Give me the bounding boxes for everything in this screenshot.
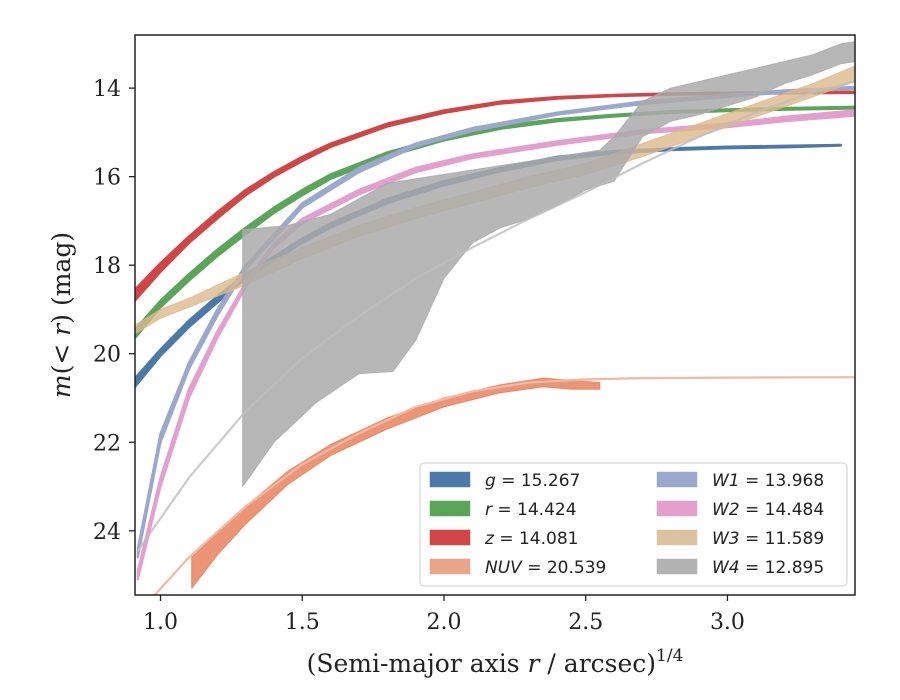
legend-label-nuv: NUV = 20.539: [485, 558, 606, 578]
y-tick-label: 16: [93, 166, 121, 191]
y-axis-label-mid: (<: [47, 336, 76, 375]
legend-swatch-z: [429, 529, 471, 546]
x-tick-label: 1.0: [143, 610, 178, 635]
legend-label-r: r = 14.424: [485, 500, 577, 520]
legend-swatch-w1: [656, 471, 698, 488]
legend-swatch-nuv: [429, 558, 471, 575]
legend-swatch-w4: [656, 558, 698, 575]
legend-label-w4: W4 = 12.895: [712, 558, 824, 578]
y-tick-label: 24: [93, 520, 121, 545]
legend-label-g: g = 15.267: [485, 471, 580, 491]
series-nuv: [191, 377, 601, 589]
legend-label-z: z = 14.081: [484, 529, 578, 549]
y-axis-label-var: m: [47, 374, 76, 398]
legend-label-w1: W1 = 13.968: [712, 471, 824, 491]
ticks-layer: 1.0 1.5 2.0 2.5 3.0 14 16 18 20 22 24: [93, 77, 745, 635]
x-tick-label: 3.0: [710, 610, 745, 635]
x-tick-label: 1.5: [285, 610, 320, 635]
y-tick-label: 22: [93, 431, 121, 456]
legend-frame: [419, 462, 848, 587]
series-w4-model: [136, 80, 855, 552]
series-r: [135, 105, 855, 340]
legend-swatch-r: [429, 500, 471, 517]
legend-swatch-w2: [656, 500, 698, 517]
series-z: [135, 90, 855, 302]
legend-swatch-g: [429, 471, 471, 488]
legend-label-w2: W2 = 14.484: [712, 500, 824, 520]
x-axis-label-var: r: [528, 649, 542, 678]
legend-swatch-w3: [656, 529, 698, 546]
y-axis-label: m(< r) (mag): [47, 232, 76, 398]
y-tick-label: 18: [93, 254, 121, 279]
series-layer: [135, 41, 855, 595]
x-axis-label-main: (Semi-major axis: [307, 649, 528, 678]
x-tick-label: 2.0: [426, 610, 461, 635]
x-tick-label: 2.5: [568, 610, 603, 635]
y-axis-label-var2: r: [47, 322, 76, 336]
x-axis-label-rest: / arcsec): [539, 649, 656, 678]
y-axis-label-end: ) (mag): [47, 232, 76, 324]
series-w4: [242, 41, 855, 487]
series-nuv-model: [153, 376, 855, 595]
x-axis-label: (Semi-major axis r / arcsec)1/4: [307, 646, 684, 678]
plot-frame: [134, 34, 856, 596]
y-tick-label: 14: [93, 77, 121, 102]
x-axis-label-sup: 1/4: [656, 646, 683, 666]
legend-label-w3: W3 = 11.589: [712, 529, 824, 549]
legend: g = 15.267 r = 14.424 z = 14.081 NUV = 20.5…: [419, 462, 848, 587]
y-tick-label: 20: [93, 343, 121, 368]
